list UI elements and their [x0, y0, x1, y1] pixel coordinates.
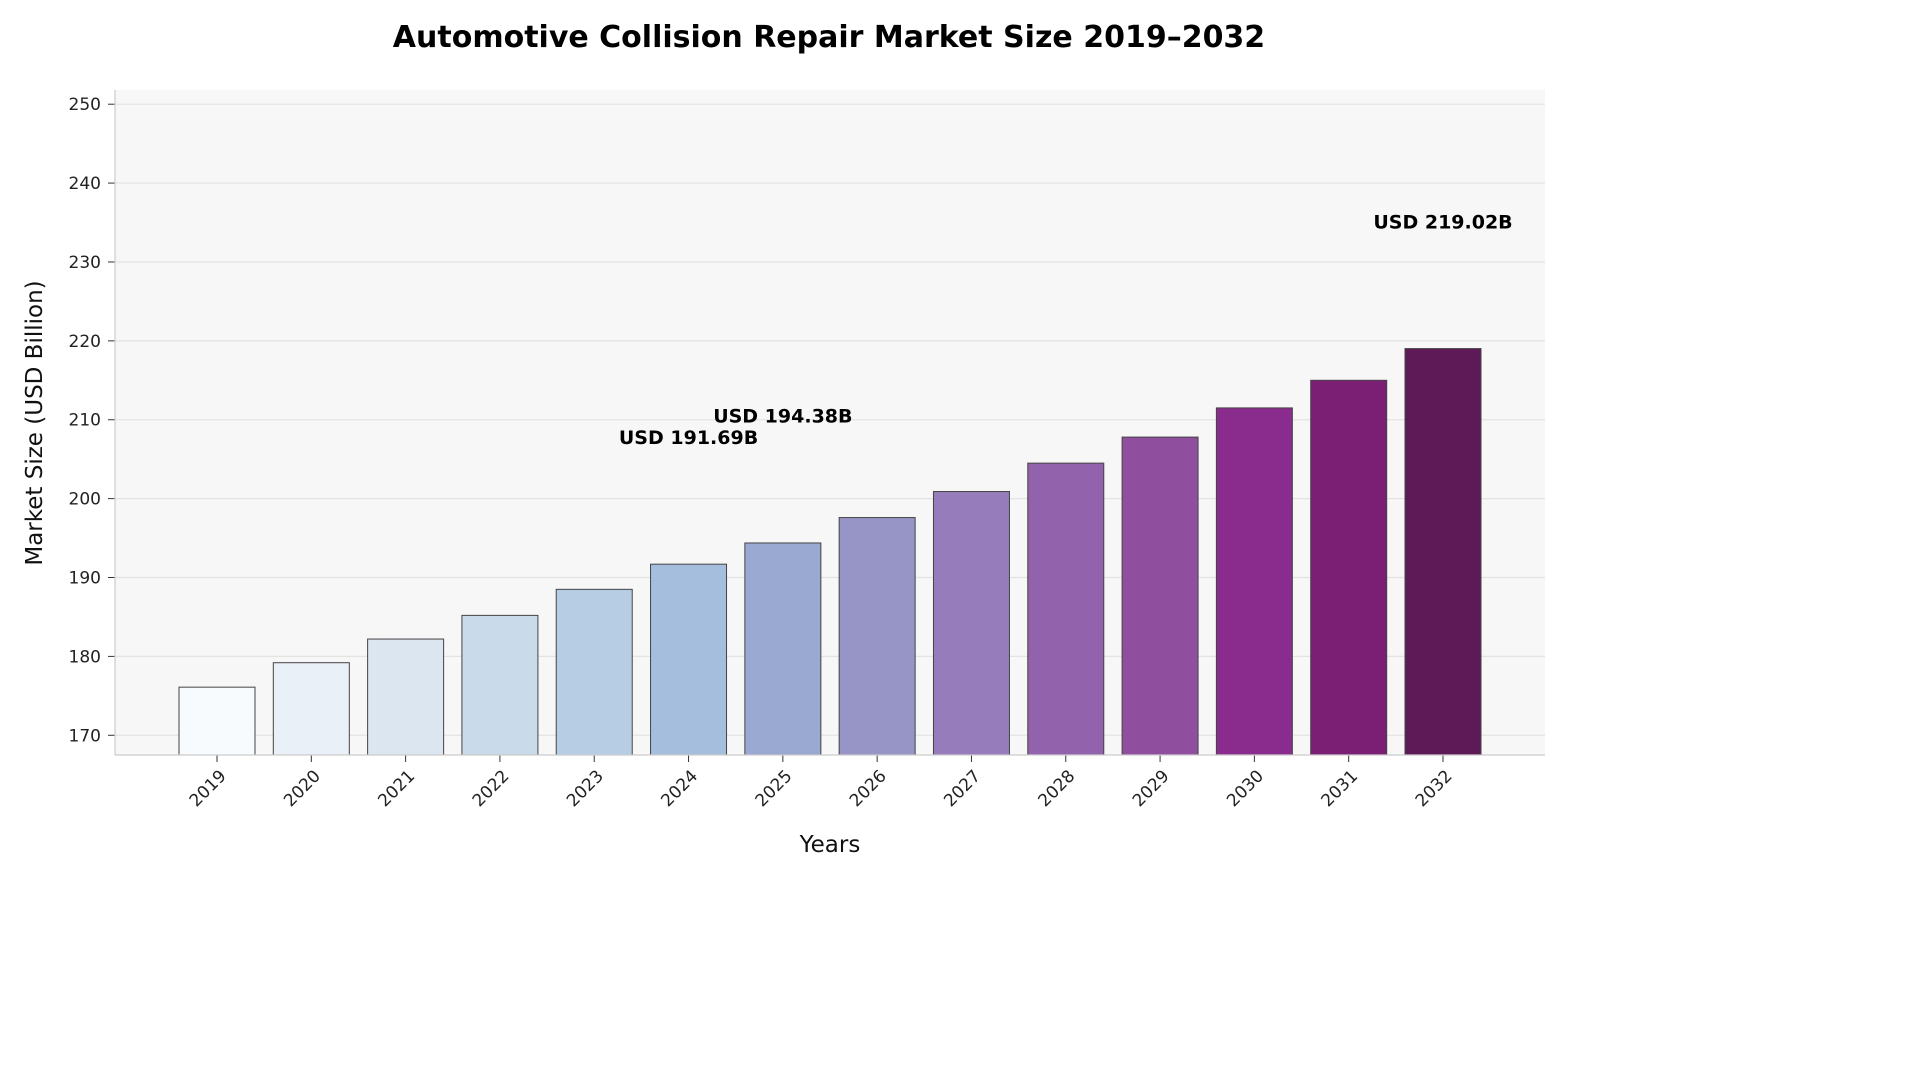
bar-2029 — [1121, 436, 1199, 756]
bar-2028 — [1027, 462, 1105, 756]
y-tick-label: 250 — [69, 95, 101, 115]
chart-title: Automotive Collision Repair Market Size … — [393, 20, 1265, 55]
gridlines — [115, 103, 1545, 736]
y-tick-label: 190 — [69, 569, 101, 589]
bar-2032 — [1404, 348, 1482, 756]
bar-2030 — [1215, 407, 1293, 756]
x-tick-label: 2024 — [657, 766, 702, 811]
x-tick-label: 2025 — [752, 766, 797, 811]
data-label: USD 219.02B — [1373, 211, 1512, 233]
bar-2020 — [272, 662, 350, 756]
x-tick-label: 2026 — [846, 766, 891, 811]
x-tick-label: 2031 — [1317, 766, 1362, 811]
x-tick-label: 2023 — [563, 766, 608, 811]
x-axis-ticks: 2019 2020 2021 2022 2023 2024 2025 2026 2027 2028… — [186, 755, 1457, 811]
x-tick-label: 2019 — [186, 766, 231, 811]
x-tick-label: 2029 — [1129, 766, 1174, 811]
y-tick-label: 230 — [69, 253, 101, 273]
y-tick-label: 180 — [69, 647, 101, 667]
bar-chart: Automotive Collision Repair Market Size … — [22, 20, 1545, 858]
x-tick-label: 2022 — [469, 766, 514, 811]
x-tick-label: 2030 — [1223, 766, 1268, 811]
bar-2022 — [461, 614, 539, 756]
y-tick-label: 240 — [69, 174, 101, 194]
x-tick-label: 2032 — [1412, 766, 1457, 811]
bar-2021 — [367, 638, 445, 756]
bar-2024 — [650, 563, 728, 756]
x-tick-label: 2021 — [374, 766, 419, 811]
bar-2023 — [555, 588, 633, 756]
data-label: USD 191.69B — [619, 427, 758, 449]
bar-2025 — [744, 542, 822, 756]
bar-2019 — [178, 686, 256, 756]
x-tick-label: 2028 — [1035, 766, 1080, 811]
y-axis-label: Market Size (USD Billion) — [22, 280, 48, 565]
data-label: USD 194.38B — [713, 406, 852, 428]
bars — [178, 348, 1482, 756]
x-axis-label: Years — [799, 832, 861, 858]
y-axis-ticks: 170 180 190 200 210 220 230 240 250 — [69, 95, 115, 746]
bar-2026 — [838, 517, 916, 756]
x-tick-label: 2020 — [280, 766, 325, 811]
y-tick-label: 220 — [69, 332, 101, 352]
x-tick-label: 2027 — [940, 766, 985, 811]
bar-2027 — [932, 491, 1010, 756]
y-tick-label: 170 — [69, 726, 101, 746]
plot-area — [115, 90, 1545, 755]
y-tick-label: 210 — [69, 411, 101, 431]
bar-2031 — [1310, 379, 1388, 756]
y-tick-label: 200 — [69, 490, 101, 510]
